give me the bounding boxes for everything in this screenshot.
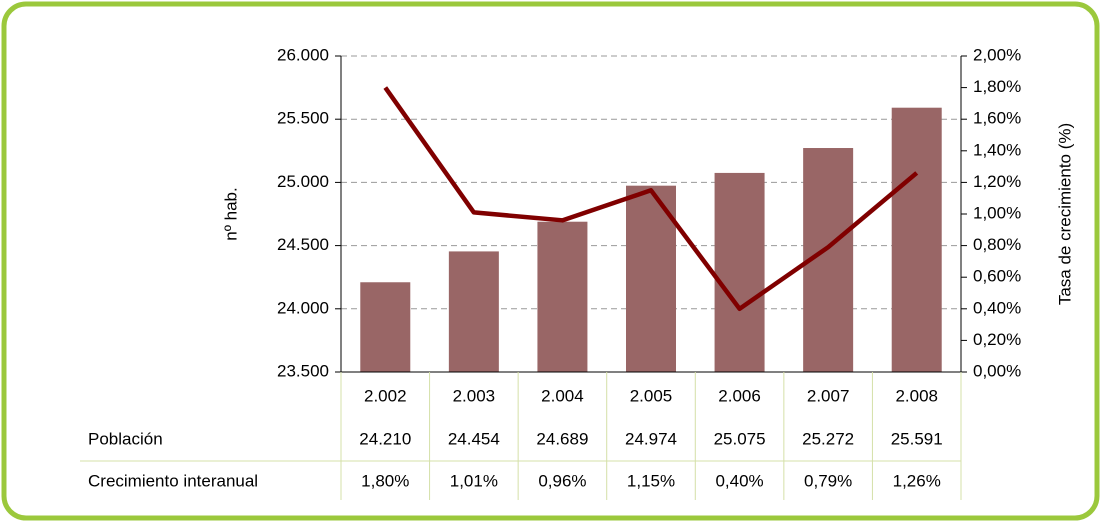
table-cell: 0,96% bbox=[538, 471, 586, 490]
table-row-label: Crecimiento interanual bbox=[88, 471, 258, 490]
bar bbox=[537, 221, 588, 372]
table-cell: 0,40% bbox=[715, 471, 763, 490]
y2-tick-label: 1,40% bbox=[973, 140, 1021, 159]
table-cell: 24.689 bbox=[536, 429, 588, 448]
x-tick-label: 2.006 bbox=[718, 386, 761, 405]
table-cell: 24.974 bbox=[625, 429, 677, 448]
line bbox=[383, 86, 919, 312]
x-tick-label: 2.002 bbox=[364, 386, 407, 405]
y-tick-label: 25.500 bbox=[277, 109, 329, 128]
bar bbox=[891, 107, 942, 372]
table-cell: 25.591 bbox=[891, 429, 943, 448]
x-tick-label: 2.003 bbox=[453, 386, 496, 405]
table-cell: 1,01% bbox=[450, 471, 498, 490]
table-cell: 1,80% bbox=[361, 471, 409, 490]
bar bbox=[448, 251, 499, 372]
table-cell: 25.272 bbox=[802, 429, 854, 448]
x-tick-label: 2.004 bbox=[541, 386, 584, 405]
y-axis-title: nº hab. bbox=[221, 187, 240, 240]
y2-tick-label: 0,40% bbox=[973, 298, 1021, 317]
y-tick-label: 23.500 bbox=[277, 361, 329, 380]
y-tick-label: 26.000 bbox=[277, 45, 329, 64]
bar bbox=[714, 172, 765, 372]
y-tick-label: 24.500 bbox=[277, 235, 329, 254]
x-tick-label: 2.008 bbox=[895, 386, 938, 405]
y2-tick-label: 0,00% bbox=[973, 361, 1021, 380]
y2-tick-label: 1,20% bbox=[973, 172, 1021, 191]
table-cell: 25.075 bbox=[714, 429, 766, 448]
y2-tick-label: 0,80% bbox=[973, 235, 1021, 254]
y-tick-label: 24.000 bbox=[277, 298, 329, 317]
bar bbox=[360, 282, 411, 372]
table-cell: 0,79% bbox=[804, 471, 852, 490]
bar bbox=[626, 185, 676, 372]
table-cell: 1,26% bbox=[893, 471, 941, 490]
table-cell: 1,15% bbox=[627, 471, 675, 490]
y-tick-label: 25.000 bbox=[277, 172, 329, 191]
y2-tick-label: 1,00% bbox=[973, 203, 1021, 222]
y2-axis-title: Tasa de crecimiento (%) bbox=[1055, 123, 1074, 305]
y2-tick-label: 1,80% bbox=[973, 77, 1021, 96]
table-cell: 24.454 bbox=[448, 429, 500, 448]
table-cell: 24.210 bbox=[359, 429, 411, 448]
y2-tick-label: 2,00% bbox=[973, 45, 1021, 64]
x-tick-label: 2.005 bbox=[630, 386, 673, 405]
y2-tick-label: 0,20% bbox=[973, 330, 1021, 349]
y2-tick-label: 1,60% bbox=[973, 109, 1021, 128]
table-row-label: Población bbox=[88, 429, 163, 448]
y2-tick-label: 0,60% bbox=[973, 267, 1021, 286]
x-tick-label: 2.007 bbox=[807, 386, 850, 405]
